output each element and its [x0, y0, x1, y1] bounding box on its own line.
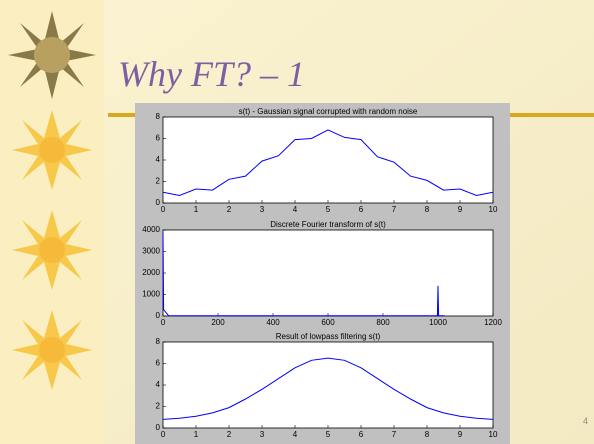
- x-tick-label: 6: [359, 430, 364, 439]
- x-tick-label: 600: [321, 318, 335, 327]
- x-tick-label: 400: [266, 318, 280, 327]
- plot-title: s(t) - Gaussian signal corrupted with ra…: [239, 107, 418, 116]
- y-tick-label: 4: [156, 380, 161, 389]
- x-tick-label: 0: [161, 205, 166, 214]
- slide-title: Why FT? – 1: [118, 54, 305, 94]
- x-tick-label: 7: [392, 430, 397, 439]
- y-tick-label: 4: [156, 155, 161, 164]
- y-tick-label: 2: [156, 177, 161, 186]
- x-tick-label: 800: [376, 318, 390, 327]
- page-number: 4: [583, 416, 588, 426]
- x-tick-label: 1: [194, 205, 199, 214]
- y-tick-label: 8: [156, 112, 161, 121]
- y-tick-label: 8: [156, 337, 161, 346]
- x-tick-label: 2: [227, 430, 232, 439]
- plot-title: Discrete Fourier transform of s(t): [270, 220, 386, 229]
- x-tick-label: 2: [227, 205, 232, 214]
- y-tick-label: 2000: [142, 268, 160, 277]
- y-tick-label: 6: [156, 134, 161, 143]
- x-tick-label: 10: [489, 205, 498, 214]
- x-tick-label: 9: [458, 430, 463, 439]
- y-tick-label: 3000: [142, 247, 160, 256]
- x-tick-label: 6: [359, 205, 364, 214]
- x-tick-label: 4: [293, 430, 298, 439]
- slide: Why FT? – 1 4 s(t) - Gaussian signal cor…: [0, 0, 594, 444]
- x-tick-label: 5: [326, 430, 331, 439]
- x-tick-label: 7: [392, 205, 397, 214]
- x-tick-label: 0: [161, 318, 166, 327]
- x-tick-label: 8: [425, 205, 430, 214]
- y-tick-label: 6: [156, 359, 161, 368]
- y-tick-label: 4000: [142, 225, 160, 234]
- x-tick-label: 8: [425, 430, 430, 439]
- plot-area: [163, 342, 493, 428]
- x-tick-label: 1000: [429, 318, 447, 327]
- plot-title: Result of lowpass filtering s(t): [276, 332, 381, 341]
- x-tick-label: 9: [458, 205, 463, 214]
- x-tick-label: 1: [194, 430, 199, 439]
- x-tick-label: 4: [293, 205, 298, 214]
- x-tick-label: 200: [211, 318, 225, 327]
- x-tick-label: 0: [161, 430, 166, 439]
- y-tick-label: 2: [156, 402, 161, 411]
- x-tick-label: 3: [260, 205, 265, 214]
- x-tick-label: 3: [260, 430, 265, 439]
- plot-area: [163, 230, 493, 316]
- x-tick-label: 10: [489, 430, 498, 439]
- y-tick-label: 1000: [142, 290, 160, 299]
- x-tick-label: 5: [326, 205, 331, 214]
- x-tick-label: 1200: [484, 318, 502, 327]
